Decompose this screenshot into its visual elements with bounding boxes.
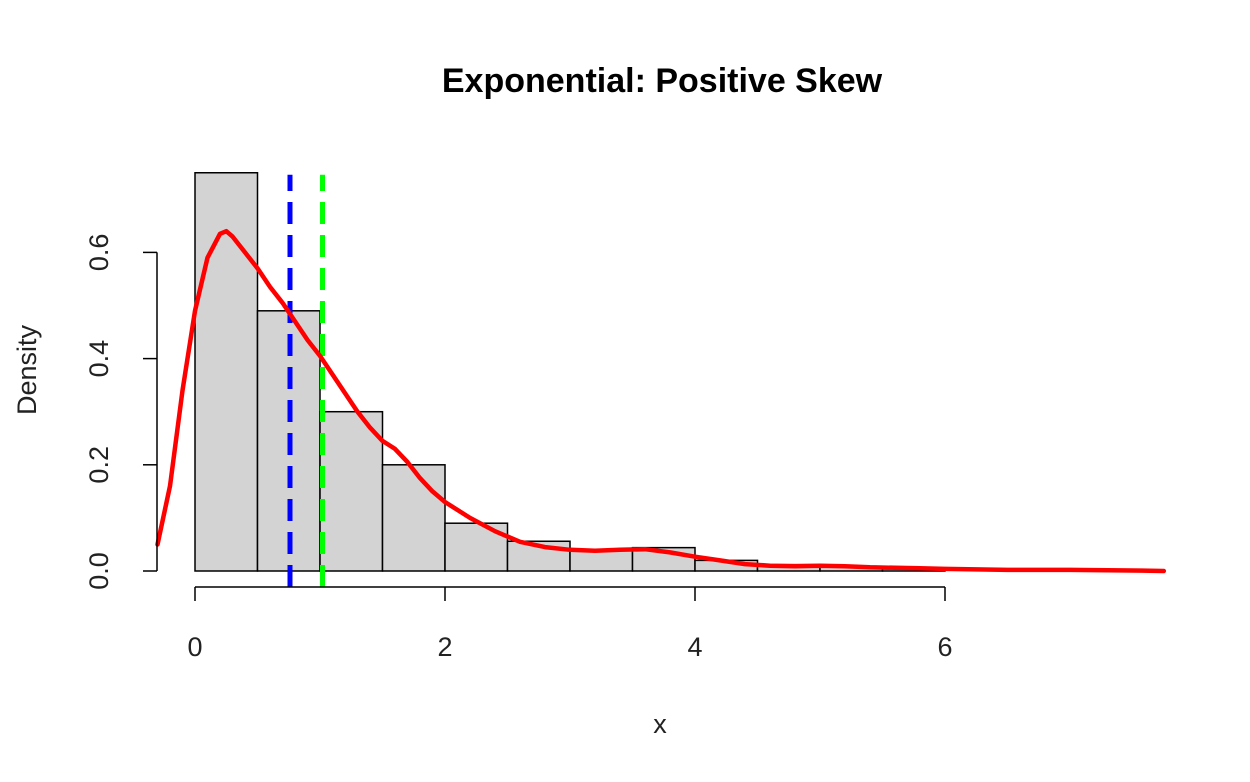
x-tick-label: 6 [937, 632, 952, 662]
x-tick-label: 0 [187, 632, 202, 662]
y-tick-label: 0.2 [84, 446, 114, 484]
histogram-bar [569, 549, 634, 572]
x-tick-label: 2 [437, 632, 452, 662]
histogram-bar [194, 172, 259, 572]
y-tick-label: 0.0 [84, 552, 114, 590]
y-tick-label: 0.4 [84, 340, 114, 378]
histogram-bars [194, 172, 946, 572]
x-axis: 0 2 4 6 [187, 586, 953, 662]
density-curve [155, 228, 1167, 574]
chart-title: Exponential: Positive Skew [442, 62, 883, 100]
histogram-bar [319, 410, 384, 572]
histogram-bar [381, 464, 446, 572]
y-axis-label: Density [12, 324, 42, 415]
x-tick-label: 4 [687, 632, 702, 662]
reference-lines [287, 174, 325, 587]
y-tick-label: 0.6 [84, 234, 114, 272]
y-axis: 0.0 0.2 0.4 0.6 [84, 234, 158, 590]
x-axis-label: x [653, 709, 667, 739]
